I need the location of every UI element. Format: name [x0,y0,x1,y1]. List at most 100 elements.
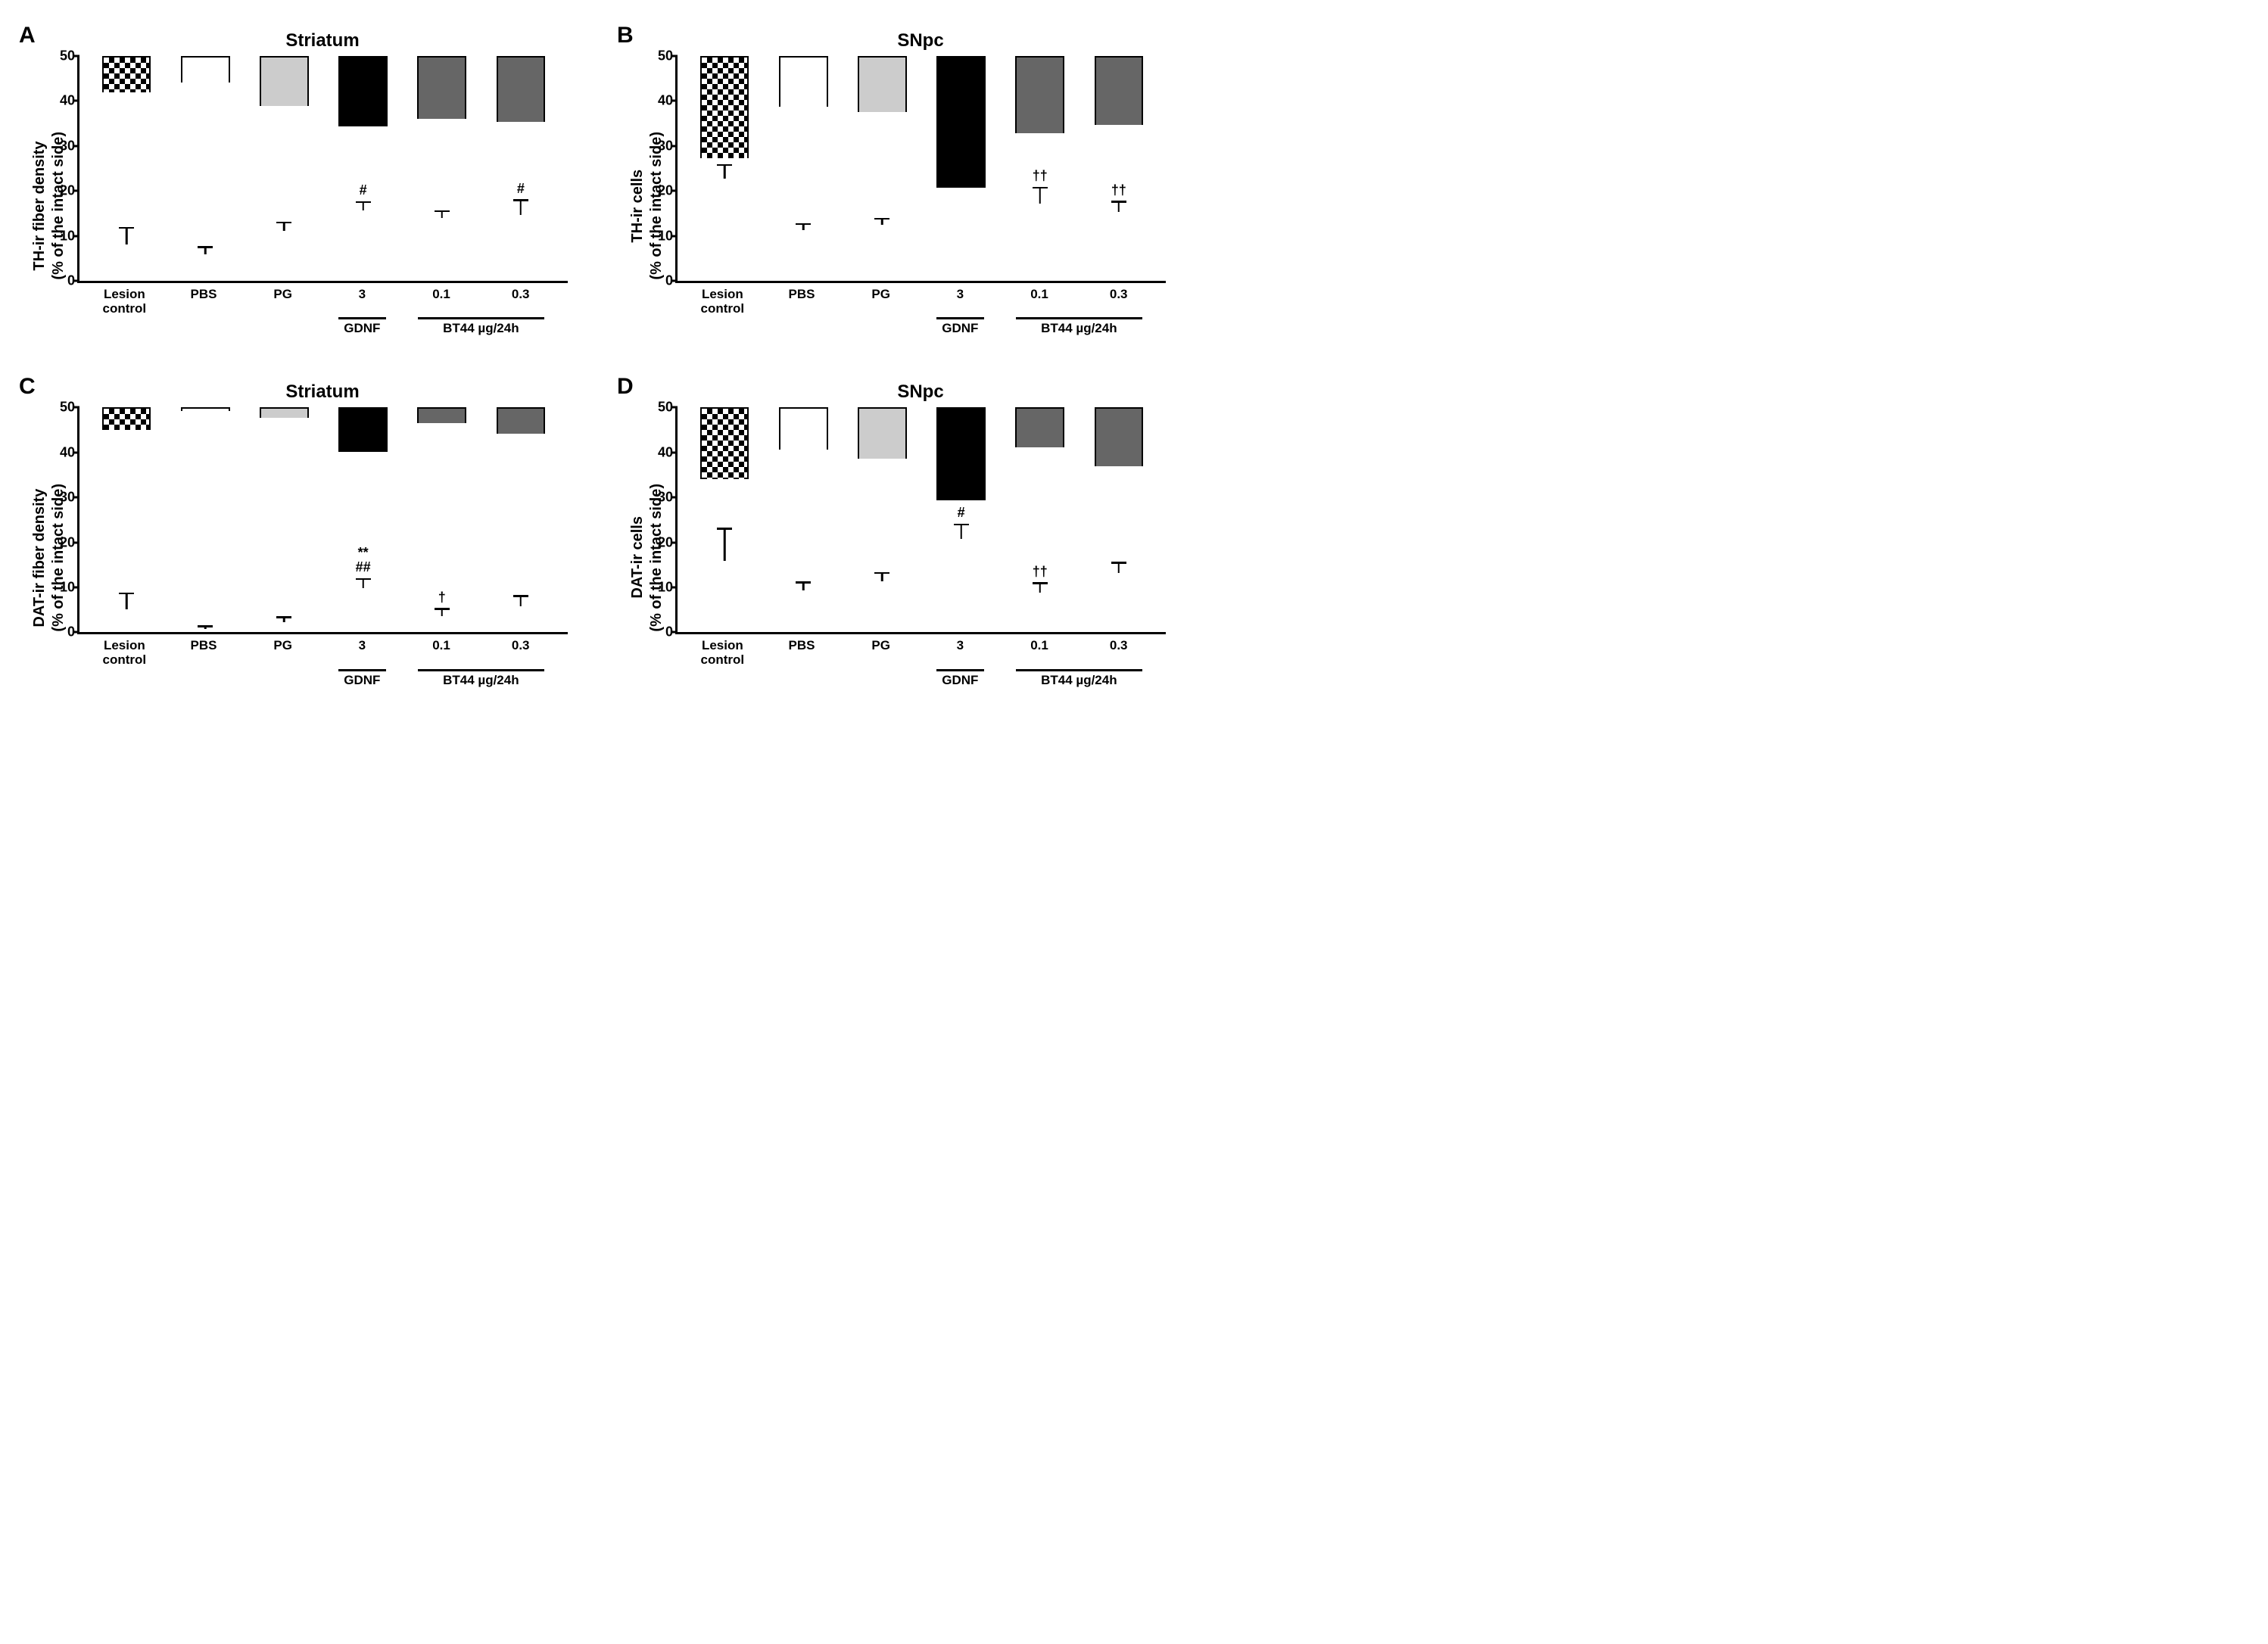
y-tick-label: 20 [48,183,75,199]
bar-fill [260,407,309,418]
y-tick-label: 30 [48,138,75,154]
y-tick-label: 20 [48,534,75,550]
group-underline-row [675,317,1166,318]
x-label: 3 [921,639,1000,667]
plot-area: 01020304050## [77,56,568,283]
bar-slot: †† [1001,56,1079,281]
error-cap [513,595,528,597]
group-underline [936,317,984,319]
x-label: PBS [164,288,244,316]
group-slot [841,669,921,670]
y-tick-mark [671,235,678,237]
error-cap [796,223,811,226]
error-cap [717,528,732,530]
group-label: BT44 µg/24h [1039,673,1119,688]
y-tick-mark [671,190,678,192]
x-label: PG [243,639,322,667]
group-slot [921,669,1000,670]
y-tick-mark [73,631,79,634]
chart-title: SNpc [675,30,1166,51]
x-label: PG [841,639,921,667]
y-tick-label: 40 [646,93,673,109]
group-slot [1000,669,1079,670]
y-tick-mark [73,541,79,543]
group-label-row: GDNFBT44 µg/24h [675,321,1166,336]
bar-fill [417,56,466,119]
group-label: GDNF [921,673,1000,688]
group-label [683,321,762,336]
y-tick-mark [73,55,79,58]
error-cap [356,201,371,204]
y-tick-mark [671,451,678,453]
error-bar [126,228,128,244]
group-slot [164,317,244,318]
bar [936,407,986,500]
group-underline-row [77,669,568,670]
significance-marker: †† [1111,183,1126,198]
x-label: Lesion control [85,288,164,316]
y-tick-mark [73,100,79,102]
error-cap [119,227,134,229]
x-label: Lesion control [683,288,762,316]
y-tick-label: 30 [646,490,673,506]
group-label [762,673,842,688]
error-bar [1118,563,1120,574]
y-tick-mark [671,100,678,102]
group-slot [402,669,481,670]
y-tick-label: 50 [646,48,673,64]
bar [1015,407,1064,447]
group-label: BT44 µg/24h [441,673,521,688]
bar-slot [843,407,921,632]
y-tick-mark [671,497,678,499]
bar-fill [779,56,828,107]
bar-slot: ** ## [324,407,403,632]
bar-fill [858,56,907,112]
group-slot [841,317,921,318]
group-label: GDNF [921,321,1000,336]
plot-area: 01020304050#†† [675,407,1166,634]
y-tick-mark [73,586,79,588]
bar-fill [1015,407,1064,447]
error-bar [520,596,522,606]
bar-fill [936,56,986,188]
group-label-row: GDNF BT44 µg/24h [77,321,568,336]
bar-slot [685,56,764,281]
bar-fill [1095,56,1144,125]
significance-marker: ** ## [356,546,371,574]
error-bar [960,525,962,539]
bar-fill [1095,407,1144,466]
group-label: GDNF [322,673,402,688]
error-cap [1111,562,1126,564]
group-label: BT44 µg/24h [441,321,521,336]
error-bar [204,248,207,255]
group-label: GDNF [322,321,402,336]
y-tick-label: 0 [646,624,673,640]
figure-grid: ATH-ir fiber density (% of the intact si… [30,30,1166,688]
group-label [164,673,244,688]
group-slot [762,669,842,670]
panel-B: BTH-ir cells (% of the intact side)SNpc0… [628,30,1166,336]
error-bar [126,593,128,609]
significance-marker: †† [1033,169,1048,183]
bar-fill [102,56,151,92]
bar-slot: # [324,56,403,281]
x-label: Lesion control [85,639,164,667]
group-slot [1000,317,1079,318]
y-tick-label: 20 [646,183,673,199]
plot-area: 01020304050*** ###†††† [675,56,1166,283]
bar [700,56,749,158]
bar [1095,407,1144,466]
error-bar [1118,202,1120,212]
bar [260,56,309,106]
group-label [243,673,322,688]
error-bar [441,609,444,617]
group-slot [85,669,164,670]
error-bar [724,165,726,179]
bar-fill [779,407,828,449]
y-tick-label: 30 [48,490,75,506]
error-bar [881,573,883,581]
panel-letter: C [19,374,36,400]
y-tick-label: 0 [646,273,673,289]
x-labels: Lesion controlPBSPG30.10.3 [675,288,1166,316]
x-label: 0.1 [402,639,481,667]
